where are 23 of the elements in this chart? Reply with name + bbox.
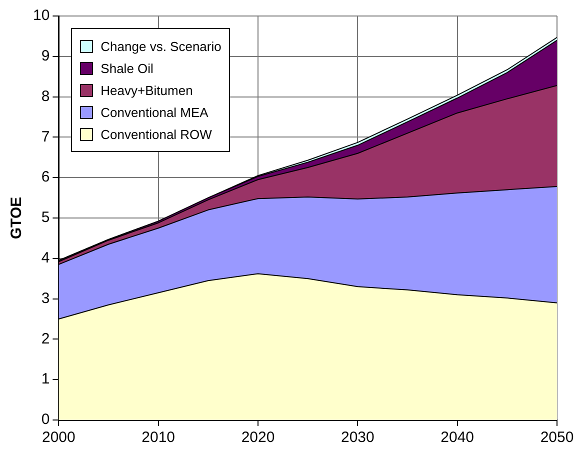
x-tick-label: 2000	[42, 429, 76, 446]
legend-label: Conventional MEA	[100, 104, 208, 120]
y-tick-label: 3	[41, 290, 50, 307]
y-tick-label: 10	[32, 7, 50, 24]
y-axis-title: GTOE	[8, 196, 26, 240]
y-tick-label: 9	[41, 48, 50, 65]
x-tick-label: 2030	[340, 429, 374, 446]
x-tick-label: 2020	[241, 429, 275, 446]
legend-label: Shale Oil	[100, 60, 154, 76]
legend-label: Heavy+Bitumen	[100, 82, 193, 98]
y-tick-label: 0	[41, 411, 50, 428]
y-tick-label: 5	[41, 209, 50, 226]
y-tick-label: 8	[41, 88, 50, 105]
x-tick-label: 2050	[540, 429, 574, 446]
y-tick-label: 6	[41, 168, 50, 186]
y-tick-label: 2	[41, 330, 50, 348]
legend-label: Conventional ROW	[100, 126, 212, 142]
y-tick-label: 4	[41, 250, 50, 267]
x-tick-label: 2010	[142, 429, 176, 446]
x-tick-label: 2040	[440, 429, 474, 446]
legend-label: Change vs. Scenario	[100, 38, 222, 54]
y-tick-label: 1	[41, 370, 50, 388]
y-tick-label: 7	[41, 128, 50, 146]
